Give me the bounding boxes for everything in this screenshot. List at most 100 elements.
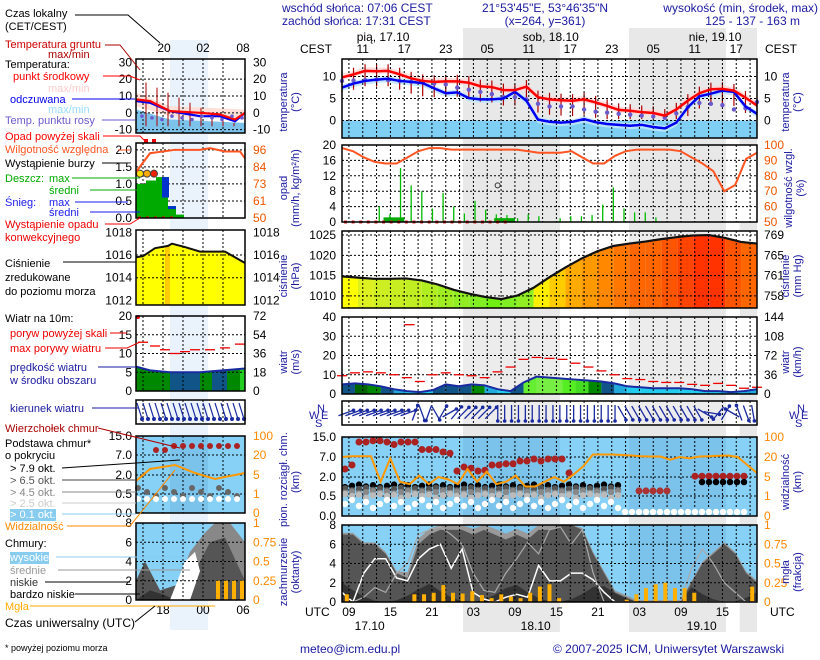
utc-tick-label: 15 [716, 605, 730, 619]
cloud-base-dot [551, 500, 559, 508]
elevation-label: wysokość (min, środek, max) [663, 1, 818, 15]
cloud-top-dot [446, 449, 454, 457]
legend-local-time2: (CET/CEST) [5, 21, 67, 33]
utc-tick-label: 09 [674, 605, 688, 619]
footer-email[interactable]: meteo@icm.edu.pl [300, 642, 401, 656]
cloud-base-dot [733, 478, 741, 486]
cloud-base-dot [628, 508, 636, 516]
legend-felt: odczuwana [10, 94, 66, 106]
dewpoint-dot [604, 110, 610, 115]
legend-rain: Deszcz: [5, 173, 45, 185]
local-tick-label: 05 [481, 42, 495, 56]
cloud-base-dot [558, 496, 566, 504]
cloud-base-dot [474, 482, 482, 489]
wind-arrow-head [644, 418, 649, 422]
cloud-base-dot [586, 490, 594, 498]
legend-wind-area-light [240, 368, 245, 391]
cloud-base-dot [614, 482, 622, 489]
legend-cloud-tick: 7.0 [115, 448, 132, 462]
compass-e: E [321, 410, 328, 422]
cloud-base-dot [600, 481, 608, 488]
wind-arrow-head [599, 419, 604, 423]
cloud-base-dot [460, 481, 468, 488]
legend-fog-bar [216, 580, 220, 600]
fog-bar [634, 594, 639, 602]
cloud-top-dot [460, 463, 468, 471]
fog-bar [479, 595, 484, 602]
utc-label-right: UTC [770, 605, 795, 619]
cloud-top-dot [355, 438, 363, 446]
temp-line [341, 69, 758, 117]
wind-arrow-head [592, 419, 597, 423]
wind-tick-right: 108 [764, 329, 784, 343]
wind-arrow [638, 405, 648, 421]
wind-arrow [651, 405, 661, 421]
cloud-base-dot [663, 508, 671, 516]
cloud-base-dot [530, 491, 538, 498]
wind-arrow-head [747, 418, 751, 423]
ylabel-precip: opad (mm/h, kg/m²/h) [278, 149, 302, 227]
cloud-base-dot [397, 484, 405, 491]
cloud-top-dot [635, 487, 643, 495]
fog-bar [431, 592, 436, 602]
pressure-area-segment [741, 241, 757, 308]
cloud-top-dot [390, 441, 398, 448]
utc-tick-label: 15 [550, 605, 564, 619]
cover-tick-left: 4 [329, 557, 336, 571]
fog-tick-right: 0.75 [764, 537, 788, 551]
legend-wind-tick: 20 [119, 309, 133, 323]
wind-arrow [750, 405, 756, 421]
wind-arrow-head [571, 419, 576, 423]
cloud-top-dot [362, 438, 370, 446]
cloud-base-dot [698, 508, 706, 516]
wind-area-segment [653, 388, 667, 394]
wind-arrow-head [509, 419, 514, 423]
legend-dewpoint-dot [230, 114, 234, 118]
dewpoint-dot [558, 104, 564, 109]
wind-arrow-head [523, 419, 528, 423]
cloud-top-dot [537, 457, 545, 465]
pressure-tick-right: 769 [764, 228, 784, 242]
cloud-base-dot [579, 487, 587, 495]
legend-over-scale-marker [152, 139, 156, 143]
cloud-base-dot [614, 504, 622, 512]
wind-arrow [617, 405, 627, 421]
wind-arrow-head [679, 418, 683, 422]
wind-arrow-head [711, 417, 716, 421]
fog-bar [692, 592, 697, 602]
precip-tick-left: 20 [323, 138, 337, 152]
cloud-base-dot [362, 484, 370, 491]
cloud-base-dot [390, 491, 398, 498]
legend-cover-tick: 8 [125, 516, 132, 530]
cloud-top-dot [551, 455, 559, 463]
cloud-base-dot [726, 508, 734, 516]
legend-pressure-tick: 1014 [105, 271, 132, 285]
legend-wind-area-dark [170, 372, 200, 391]
legend-humidity-tick: 50 [253, 211, 267, 225]
cloud-base-dot [348, 482, 356, 490]
wind-area-segment [627, 386, 641, 394]
fog-bar [441, 585, 446, 602]
legend-pressure-tick-right: 1018 [253, 225, 280, 239]
legend-okt-45: > 4.5 okt. [10, 487, 56, 499]
legend-cloud-top-dot [171, 443, 177, 449]
wind-border [341, 316, 758, 395]
fog-bar [682, 588, 687, 602]
wind-arrow [658, 405, 668, 421]
cloud-base-dot [453, 496, 461, 504]
legend-cloud-base-dot [144, 489, 150, 495]
night-band [463, 145, 560, 222]
fog-bar [672, 588, 677, 602]
legend-visibility-tick: 0 [253, 506, 260, 520]
pressure-area-segment [389, 278, 406, 308]
cloud-top-dot [516, 457, 524, 465]
cloud-base-dot [439, 482, 447, 489]
fog-bar [412, 594, 417, 602]
dewpoint-dot [535, 101, 541, 106]
cloud-base-dot [544, 487, 552, 495]
dewpoint-dot [674, 111, 679, 116]
wind-arrow [411, 405, 419, 421]
wind-arrow [400, 409, 416, 417]
legend-wind-arrow [172, 402, 179, 420]
wind-area-segment [588, 380, 602, 394]
